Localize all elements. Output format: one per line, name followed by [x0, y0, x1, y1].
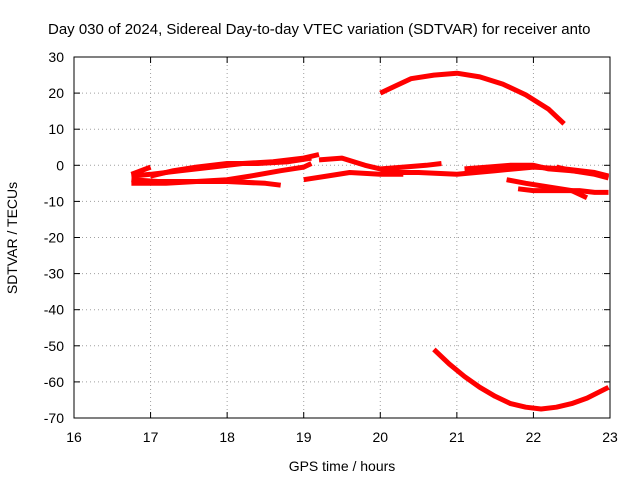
y-tick-label: 20 — [48, 85, 64, 101]
y-tick-label: -20 — [44, 230, 64, 246]
y-tick-label: -60 — [44, 374, 64, 390]
x-tick-label: 16 — [66, 429, 82, 445]
x-tick-label: 21 — [449, 429, 465, 445]
y-tick-label: -70 — [44, 410, 64, 426]
series-arc-3 — [130, 164, 152, 177]
series-arc-4 — [131, 161, 313, 186]
series-arc-5 — [150, 155, 312, 179]
y-tick-label: -50 — [44, 338, 64, 354]
x-axis-label: GPS time / hours — [289, 458, 396, 474]
x-tick-label: 22 — [526, 429, 542, 445]
axis-ticks: 16 17 18 19 20 21 22 23 30 20 10 0 -10 -20 -30 -40 -50 -6… — [44, 49, 618, 445]
y-tick-label: -10 — [44, 193, 64, 209]
y-tick-label: 30 — [48, 49, 64, 65]
x-tick-label: 20 — [372, 429, 388, 445]
grid-lines — [74, 57, 610, 418]
y-tick-label: 10 — [48, 121, 64, 137]
series-arc-14 — [432, 347, 610, 412]
x-tick-label: 19 — [296, 429, 312, 445]
chart-title: Day 030 of 2024, Sidereal Day-to-day VTE… — [48, 21, 590, 38]
series-arc-13 — [379, 70, 566, 126]
data-series — [130, 70, 610, 412]
x-tick-label: 18 — [219, 429, 235, 445]
y-tick-label: -30 — [44, 266, 64, 282]
x-tick-label: 17 — [143, 429, 159, 445]
series-arc-12 — [555, 164, 609, 179]
y-tick-label: -40 — [44, 302, 64, 318]
y-axis-label: SDTVAR / TECUs — [4, 182, 20, 294]
y-tick-label: 0 — [56, 157, 64, 173]
series-arc-11 — [517, 186, 609, 195]
series-arc-7 — [318, 155, 442, 172]
x-tick-label: 23 — [602, 429, 618, 445]
